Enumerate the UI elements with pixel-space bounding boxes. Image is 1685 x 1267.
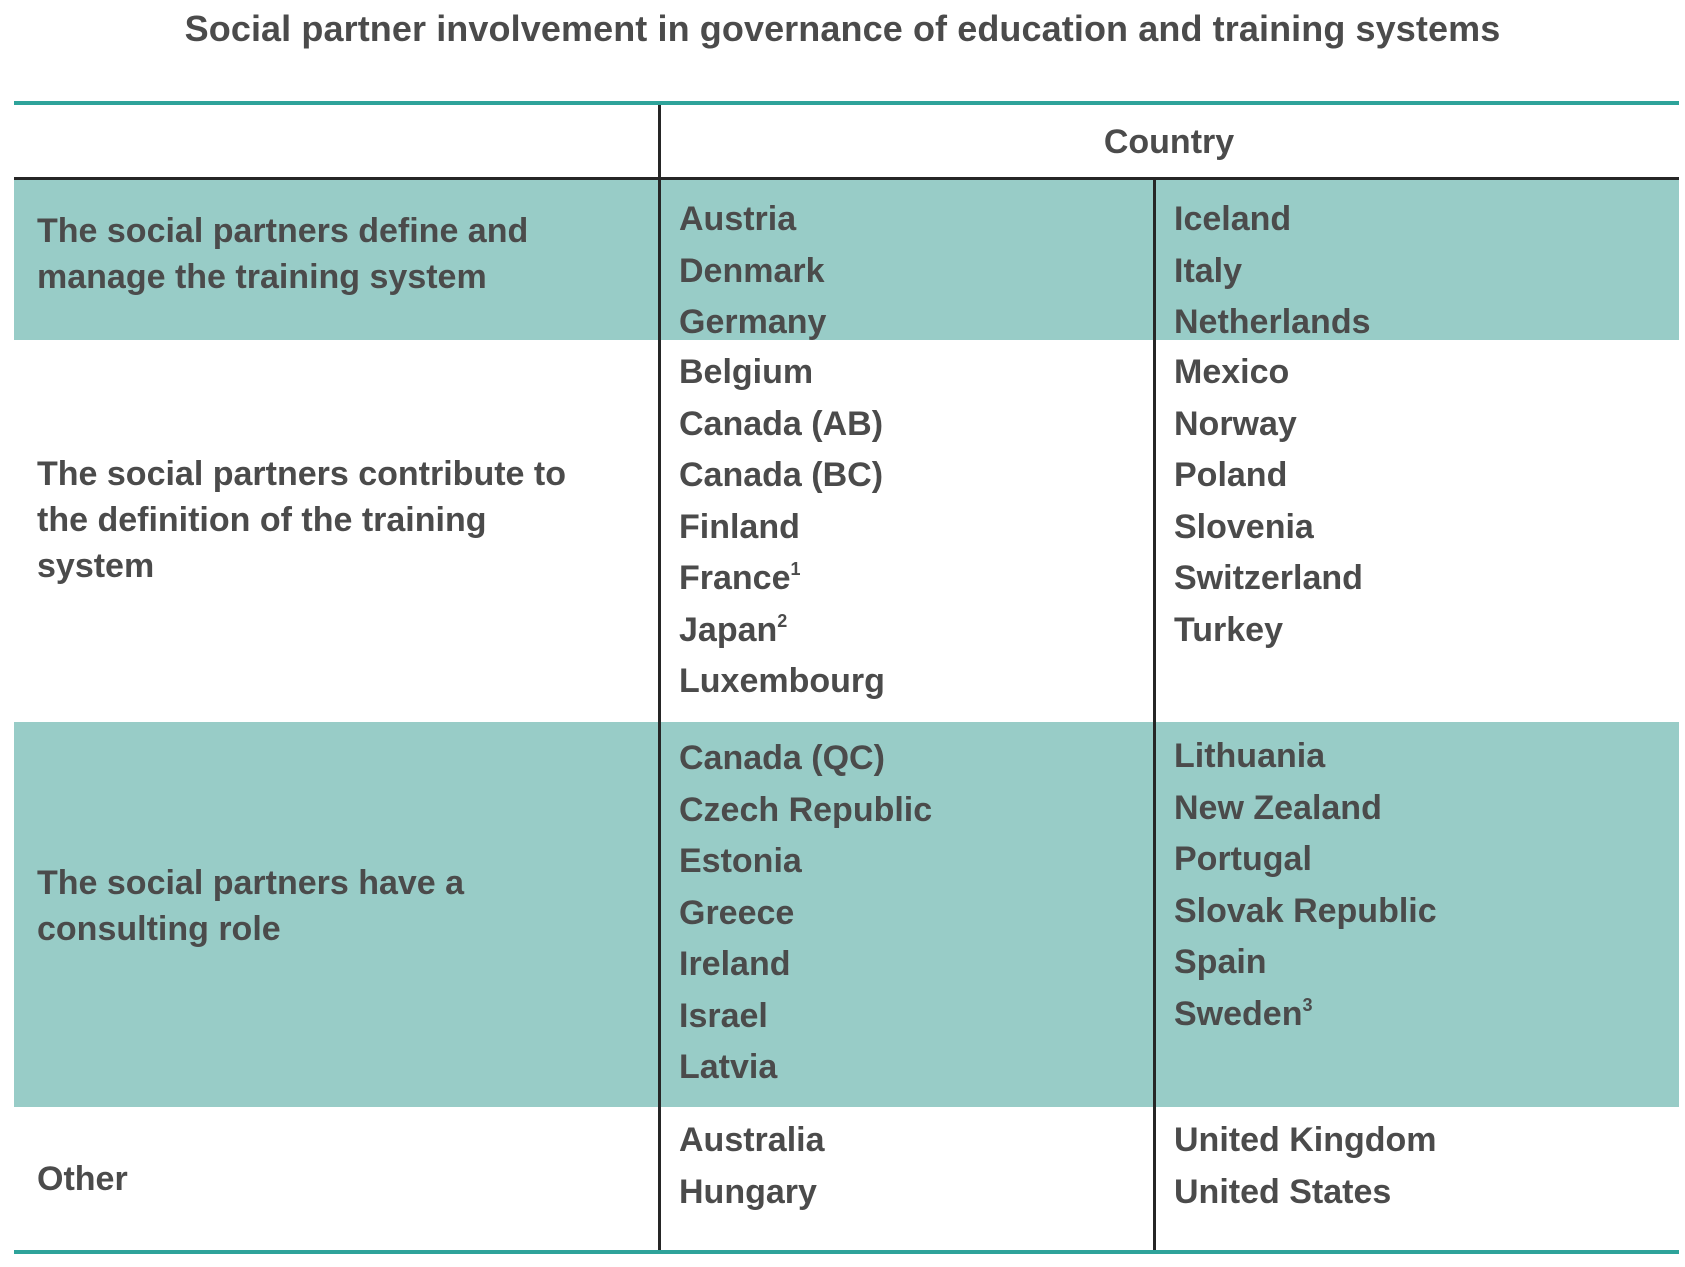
country-name: United States bbox=[1174, 1167, 1437, 1219]
country-label: Israel bbox=[679, 996, 768, 1035]
country-label: Mexico bbox=[1174, 353, 1290, 391]
country-name: Sweden3 bbox=[1174, 989, 1437, 1041]
country-name: Turkey bbox=[1174, 605, 1363, 657]
country-name: Poland bbox=[1174, 450, 1363, 502]
country-label: Greece bbox=[679, 893, 795, 932]
row-label: Other bbox=[37, 1159, 128, 1198]
country-list-left: Belgium Canada (AB) Canada (BC) Finland Fran… bbox=[679, 347, 885, 708]
country-name: Slovak Republic bbox=[1174, 886, 1437, 938]
country-name: Canada (BC) bbox=[679, 450, 885, 502]
country-label: Norway bbox=[1174, 404, 1297, 443]
country-name: Japan2 bbox=[679, 605, 885, 657]
country-label: Poland bbox=[1174, 456, 1288, 494]
country-name: Mexico bbox=[1174, 347, 1363, 399]
country-label: Hungary bbox=[679, 1172, 817, 1211]
country-label: Belgium bbox=[679, 353, 814, 391]
footnote-marker: 1 bbox=[790, 559, 801, 579]
country-label: France bbox=[679, 559, 791, 597]
country-name: Latvia bbox=[679, 1042, 932, 1094]
country-label: Germany bbox=[679, 303, 827, 341]
country-label: Czech Republic bbox=[679, 790, 933, 829]
country-name: Greece bbox=[679, 888, 932, 940]
country-name: Belgium bbox=[679, 347, 885, 399]
country-name: Hungary bbox=[679, 1167, 825, 1219]
country-label: Netherlands bbox=[1174, 303, 1371, 341]
country-list-left: Canada (QC) Czech Republic Estonia Greece Ir… bbox=[679, 733, 932, 1094]
row-label: The social partners contribute to the de… bbox=[37, 455, 566, 585]
country-name: Denmark bbox=[679, 246, 826, 298]
country-name: Canada (QC) bbox=[679, 733, 932, 785]
row-label: The social partners define and manage th… bbox=[37, 212, 529, 296]
bottom-rule bbox=[14, 1250, 1679, 1254]
footnote-marker: 3 bbox=[1302, 994, 1313, 1015]
country-list-left: Australia Hungary bbox=[679, 1115, 825, 1218]
country-name: Australia bbox=[679, 1115, 825, 1167]
country-label: Italy bbox=[1174, 251, 1243, 290]
country-label: Turkey bbox=[1174, 610, 1283, 649]
country-label: Sweden bbox=[1174, 994, 1303, 1033]
table-header: Country bbox=[14, 105, 1679, 179]
country-label: Spain bbox=[1174, 943, 1267, 981]
country-name: Lithuania bbox=[1174, 731, 1437, 783]
country-name: Estonia bbox=[679, 836, 932, 888]
country-label: Latvia bbox=[679, 1048, 778, 1086]
table-row: The social partners have a consulting ro… bbox=[14, 722, 1679, 1107]
country-list-left: Austria Denmark Germany bbox=[679, 194, 826, 349]
header-divider bbox=[14, 177, 1679, 180]
table-row: The social partners define and manage th… bbox=[14, 180, 1679, 341]
top-rule bbox=[14, 101, 1679, 105]
country-label: United Kingdom bbox=[1174, 1121, 1437, 1159]
column-divider-sub bbox=[1153, 180, 1156, 1250]
country-name: Italy bbox=[1174, 246, 1371, 298]
country-name: Finland bbox=[679, 502, 885, 554]
country-name: France1 bbox=[679, 553, 885, 605]
country-label: Iceland bbox=[1174, 200, 1292, 238]
country-label: Estonia bbox=[679, 842, 802, 880]
country-name: Germany bbox=[679, 297, 826, 349]
row-label: The social partners have a consulting ro… bbox=[37, 863, 465, 948]
country-list-right: Iceland Italy Netherlands bbox=[1174, 194, 1371, 349]
country-name: Canada (AB) bbox=[679, 399, 885, 451]
country-label: United States bbox=[1174, 1172, 1392, 1211]
country-name: Austria bbox=[679, 194, 826, 246]
country-label: Portugal bbox=[1174, 840, 1312, 878]
table-row: Other Australia Hungary United Kingdom Uni… bbox=[14, 1107, 1679, 1250]
country-label: Lithuania bbox=[1174, 737, 1326, 775]
country-label: Canada (AB) bbox=[679, 404, 884, 443]
country-name: Ireland bbox=[679, 939, 932, 991]
country-label: Slovak Republic bbox=[1174, 891, 1437, 930]
table-row: The social partners contribute to the de… bbox=[14, 340, 1679, 722]
country-name: Netherlands bbox=[1174, 297, 1371, 349]
country-label: Austria bbox=[679, 200, 797, 238]
country-label: Japan bbox=[679, 610, 778, 649]
country-name: Portugal bbox=[1174, 834, 1437, 886]
country-list-right: Lithuania New Zealand Portugal Slovak Repub… bbox=[1174, 731, 1437, 1040]
country-name: Switzerland bbox=[1174, 553, 1363, 605]
country-list-right: United Kingdom United States bbox=[1174, 1115, 1437, 1218]
country-list-right: Mexico Norway Poland Slovenia Switzerland Tur… bbox=[1174, 347, 1363, 656]
country-label: Canada (BC) bbox=[679, 456, 884, 494]
column-divider-main bbox=[658, 105, 661, 1250]
country-label: Switzerland bbox=[1174, 559, 1363, 597]
footnote-marker: 2 bbox=[777, 610, 788, 631]
country-label: Australia bbox=[679, 1121, 825, 1159]
country-label: New Zealand bbox=[1174, 788, 1382, 827]
country-name: Norway bbox=[1174, 399, 1363, 451]
country-column-header: Country bbox=[1103, 123, 1235, 161]
country-name: Iceland bbox=[1174, 194, 1371, 246]
country-name: Spain bbox=[1174, 937, 1437, 989]
country-label: Denmark bbox=[679, 251, 825, 290]
country-label: Canada (QC) bbox=[679, 739, 885, 777]
country-label: Luxembourg bbox=[679, 662, 885, 700]
country-label: Slovenia bbox=[1174, 507, 1314, 546]
country-name: Slovenia bbox=[1174, 502, 1363, 554]
country-label: Ireland bbox=[679, 945, 791, 983]
table-title: Social partner involvement in governance… bbox=[184, 8, 1501, 49]
country-label: Finland bbox=[679, 507, 800, 546]
country-name: Czech Republic bbox=[679, 785, 932, 837]
country-name: New Zealand bbox=[1174, 783, 1437, 835]
country-name: Israel bbox=[679, 991, 932, 1043]
country-name: Luxembourg bbox=[679, 656, 885, 708]
country-name: United Kingdom bbox=[1174, 1115, 1437, 1167]
